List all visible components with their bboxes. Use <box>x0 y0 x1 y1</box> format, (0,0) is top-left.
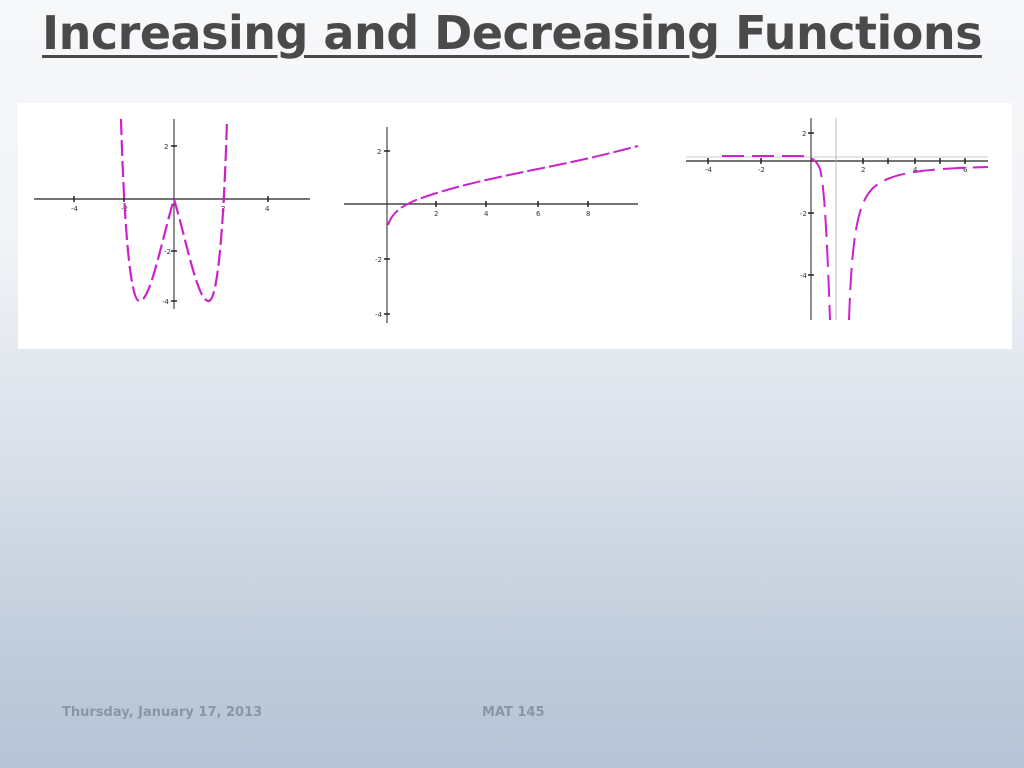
graph3-xtick-2: 2 <box>861 166 865 174</box>
graph2-xtick-1: 4 <box>484 210 489 218</box>
graph3-xtick-4: 6 <box>963 166 968 174</box>
graph2-xtick-2: 6 <box>536 210 541 218</box>
graph3-ytick-2: -4 <box>800 272 808 280</box>
graph-quartic: -4 -2 2 4 2 -2 -4 <box>34 118 310 309</box>
graph3-ytick-0: 2 <box>802 130 806 138</box>
graph2-xtick-0: 2 <box>434 210 438 218</box>
graph2-curve <box>387 145 639 226</box>
graph3-xtick-0: -4 <box>705 166 713 174</box>
graph3-ytick-1: -2 <box>800 210 807 218</box>
footer-course: MAT 145 <box>482 705 545 720</box>
graph3-xtick-1: -2 <box>758 166 765 174</box>
graphs-svg: -4 -2 2 4 2 -2 -4 2 4 6 8 <box>34 118 989 323</box>
graph3-xtick-3: 4 <box>913 166 918 174</box>
graph2-ytick-2: -4 <box>375 311 383 319</box>
graph2-ytick-0: 2 <box>377 148 381 156</box>
graph1-xtick-0: -4 <box>71 205 79 213</box>
graph1-curve <box>119 118 229 303</box>
graph3-curve-left <box>722 155 831 321</box>
graph3-curve-right <box>848 166 989 321</box>
slide-title: Increasing and Decreasing Functions <box>42 6 982 60</box>
graph2-ytick-1: -2 <box>375 256 382 264</box>
graph-root: 2 4 6 8 2 -2 -4 <box>344 127 639 323</box>
graph-panel: -4 -2 2 4 2 -2 -4 2 4 6 8 <box>18 103 1012 349</box>
footer-date: Thursday, January 17, 2013 <box>62 705 263 720</box>
graph1-ytick-1: -2 <box>164 248 171 256</box>
graph1-xtick-3: 4 <box>265 205 270 213</box>
graph1-ytick-0: 2 <box>164 143 168 151</box>
graph1-ytick-2: -4 <box>162 298 170 306</box>
graph-rational: -4 -2 2 4 6 2 -2 -4 <box>686 118 989 321</box>
graph2-xtick-3: 8 <box>586 210 590 218</box>
